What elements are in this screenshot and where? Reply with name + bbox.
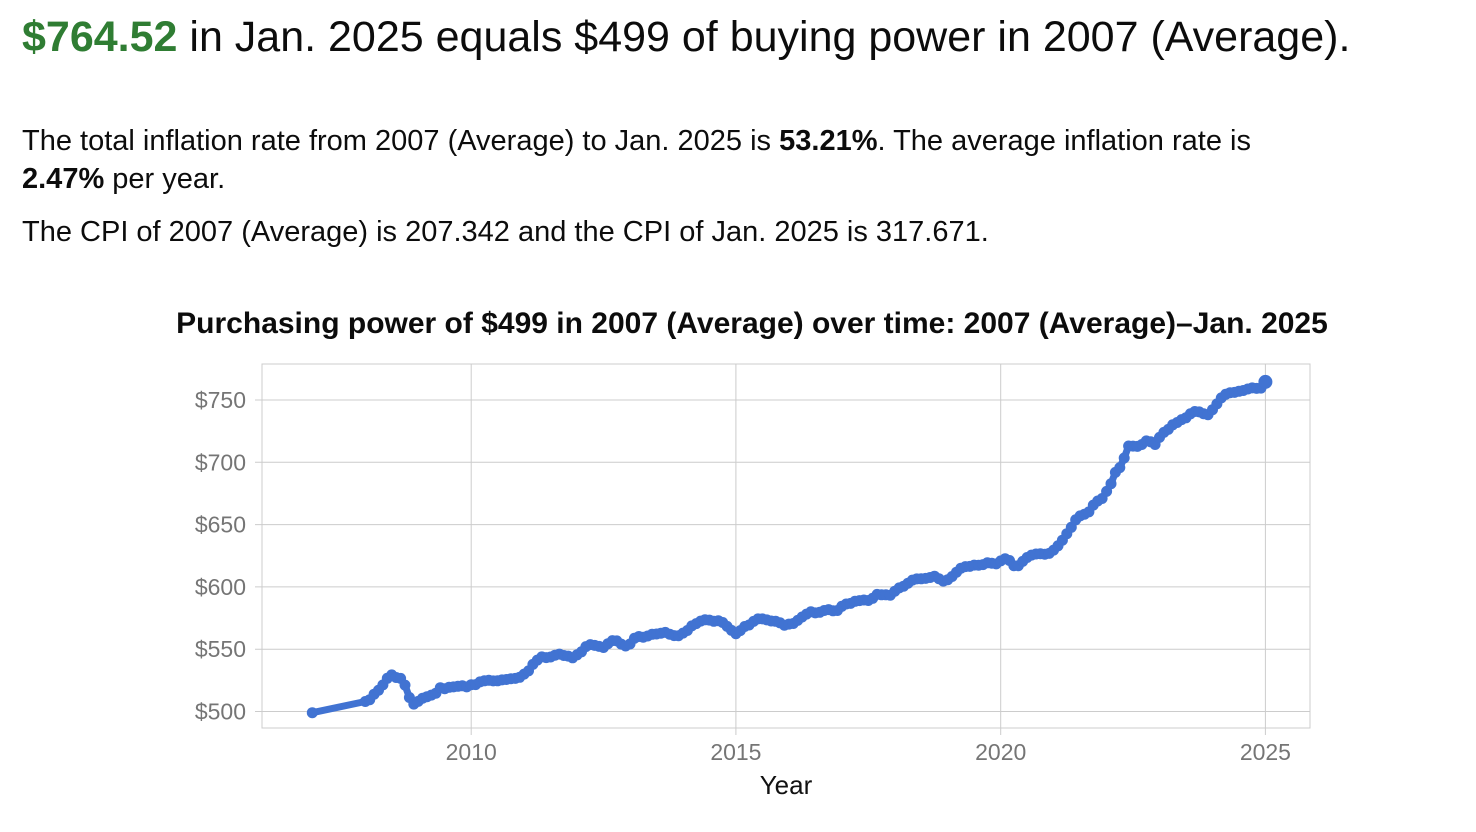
bold-text-segment: 53.21% bbox=[779, 125, 878, 157]
result-headline-text: in Jan. 2025 equals $499 of buying power… bbox=[177, 13, 1351, 61]
result-headline: $764.52 in Jan. 2025 equals $499 of buyi… bbox=[22, 12, 1350, 62]
x-axis-tick-label: 2025 bbox=[1240, 739, 1291, 765]
y-axis-tick-label: $500 bbox=[195, 699, 246, 725]
data-point[interactable] bbox=[399, 679, 411, 691]
result-amount: $764.52 bbox=[22, 13, 178, 61]
cpi-summary: The CPI of 2007 (Average) is 207.342 and… bbox=[22, 216, 989, 248]
y-axis-tick-label: $650 bbox=[195, 512, 246, 538]
series-line bbox=[308, 378, 1269, 717]
plot-border bbox=[261, 363, 1311, 729]
text-segment: The total inflation rate from 2007 (Aver… bbox=[22, 125, 780, 157]
text-segment: . The average inflation rate is bbox=[877, 125, 1251, 157]
y-axis-tick-label: $550 bbox=[195, 636, 246, 662]
text-segment: per year. bbox=[104, 163, 226, 195]
x-axis-tick-label: 2010 bbox=[446, 739, 497, 765]
x-axis-title: Year bbox=[760, 770, 813, 800]
chart-title: Purchasing power of $499 in 2007 (Averag… bbox=[176, 307, 1328, 340]
bold-text-segment: 2.47% bbox=[22, 163, 105, 195]
y-axis-tick-label: $700 bbox=[195, 449, 246, 475]
data-point[interactable] bbox=[306, 707, 318, 719]
x-axis-tick-label: 2020 bbox=[975, 739, 1026, 765]
y-axis-tick-label: $600 bbox=[195, 574, 246, 600]
y-axis-tick-label: $750 bbox=[195, 387, 246, 413]
data-point[interactable] bbox=[1258, 374, 1273, 389]
data-point[interactable] bbox=[1114, 462, 1126, 474]
inflation-rate-summary: The total inflation rate from 2007 (Aver… bbox=[22, 122, 1434, 198]
data-point[interactable] bbox=[1105, 478, 1117, 490]
data-point[interactable] bbox=[1118, 452, 1130, 464]
x-axis-tick-label: 2015 bbox=[710, 739, 761, 765]
